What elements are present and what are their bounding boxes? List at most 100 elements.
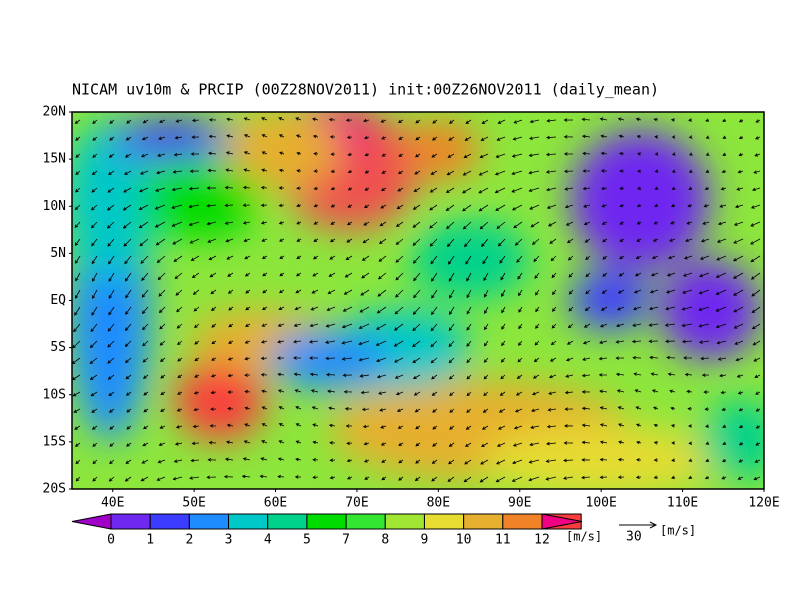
wind-arrow bbox=[244, 389, 251, 394]
wind-arrow bbox=[563, 152, 574, 156]
wind-arrow bbox=[736, 374, 744, 378]
wind-arrow bbox=[90, 204, 98, 211]
wind-arrow bbox=[312, 423, 319, 427]
wind-arrow bbox=[466, 374, 472, 380]
wind-arrow bbox=[364, 152, 370, 157]
wind-arrow bbox=[310, 306, 319, 311]
wind-arrow bbox=[125, 289, 132, 299]
wind-arrow bbox=[637, 169, 642, 173]
wind-arrow bbox=[734, 204, 744, 209]
wind-arrow bbox=[599, 440, 608, 444]
wind-arrow bbox=[430, 255, 438, 265]
wind-arrow bbox=[244, 255, 251, 260]
wind-arrow bbox=[602, 238, 608, 243]
wind-arrow bbox=[654, 152, 659, 156]
wind-arrow bbox=[671, 441, 676, 445]
wind-arrow bbox=[142, 425, 149, 430]
wind-arrow bbox=[227, 373, 234, 378]
wind-arrow bbox=[564, 407, 574, 411]
lon-label: 70E bbox=[345, 496, 368, 511]
wind-arrow bbox=[208, 151, 217, 156]
wind-arrow bbox=[278, 306, 285, 310]
wind-arrow bbox=[226, 117, 234, 122]
wind-arrow bbox=[381, 136, 387, 140]
wind-arrow bbox=[499, 255, 506, 264]
wind-arrow bbox=[738, 152, 744, 157]
wind-arrow bbox=[498, 408, 506, 413]
wind-arrow bbox=[313, 238, 319, 242]
wind-arrow bbox=[736, 187, 744, 191]
wind-arrow bbox=[125, 459, 132, 464]
wind-arrow bbox=[722, 424, 727, 428]
wind-arrow bbox=[516, 255, 523, 263]
wind-arrow bbox=[158, 136, 166, 140]
wind-arrow bbox=[343, 289, 353, 295]
wind-arrow bbox=[547, 221, 557, 227]
wind-arrow bbox=[617, 475, 625, 479]
wind-arrow bbox=[124, 255, 132, 265]
wind-arrow bbox=[705, 458, 710, 462]
wind-arrow bbox=[277, 389, 285, 393]
wind-arrow bbox=[752, 340, 761, 346]
wind-arrow bbox=[447, 476, 455, 482]
wind-arrow bbox=[464, 238, 472, 248]
wind-arrow bbox=[309, 356, 319, 360]
wind-arrow bbox=[462, 221, 472, 230]
wind-arrow bbox=[341, 340, 353, 345]
wind-arrow bbox=[653, 221, 659, 225]
wind-arrow bbox=[155, 238, 166, 246]
wind-arrow bbox=[619, 255, 625, 260]
wind-arrow bbox=[545, 152, 557, 157]
wind-arrow bbox=[227, 272, 234, 277]
wind-arrow bbox=[700, 238, 710, 243]
wind-arrow bbox=[653, 423, 659, 428]
wind-arrow bbox=[699, 255, 710, 260]
wind-arrow bbox=[551, 272, 557, 279]
wind-arrow bbox=[278, 134, 285, 138]
wind-arrow bbox=[414, 476, 421, 482]
wind-arrow bbox=[517, 357, 523, 363]
wind-arrow bbox=[495, 204, 506, 211]
wind-arrow bbox=[395, 391, 404, 396]
wind-arrow bbox=[448, 374, 455, 380]
wind-arrow bbox=[445, 204, 455, 211]
wind-arrow bbox=[445, 187, 455, 193]
wind-arrow bbox=[363, 441, 370, 446]
wind-arrow bbox=[277, 323, 285, 327]
wind-arrow bbox=[107, 238, 115, 247]
wind-arrow bbox=[312, 475, 319, 480]
lat-label: 5S bbox=[50, 340, 66, 355]
wind-arrow bbox=[74, 238, 81, 246]
wind-arrow bbox=[430, 340, 438, 348]
wind-arrow bbox=[414, 170, 421, 175]
wind-arrow bbox=[109, 119, 115, 124]
wind-arrow bbox=[159, 357, 166, 362]
wind-arrow bbox=[279, 238, 285, 242]
wind-arrow bbox=[432, 408, 438, 413]
wind-arrow bbox=[414, 408, 421, 413]
wind-arrow bbox=[653, 458, 659, 462]
wind-arrow bbox=[378, 391, 387, 395]
wind-arrow bbox=[464, 459, 472, 465]
wind-arrow bbox=[619, 203, 625, 208]
wind-arrow bbox=[225, 168, 234, 172]
wind-arrow bbox=[671, 186, 676, 190]
wind-arrow bbox=[654, 135, 659, 139]
wind-arrow bbox=[75, 459, 81, 465]
wind-arrow bbox=[159, 425, 166, 429]
wind-arrow bbox=[737, 391, 744, 395]
wind-arrow bbox=[500, 374, 506, 380]
colorbar-swatch bbox=[267, 513, 308, 530]
wind-arrow bbox=[732, 255, 744, 262]
wind-arrow bbox=[140, 255, 149, 264]
wind-arrow bbox=[703, 390, 710, 394]
wind-arrow bbox=[715, 272, 727, 278]
wind-arrow bbox=[582, 151, 591, 156]
wind-arrow bbox=[429, 204, 438, 211]
wind-arrow bbox=[581, 458, 591, 462]
wind-arrow bbox=[670, 424, 676, 428]
wind-arrow bbox=[738, 407, 744, 412]
wind-arrow bbox=[584, 306, 591, 312]
wind-arrow bbox=[528, 476, 540, 482]
lon-label: 120E bbox=[748, 496, 779, 511]
